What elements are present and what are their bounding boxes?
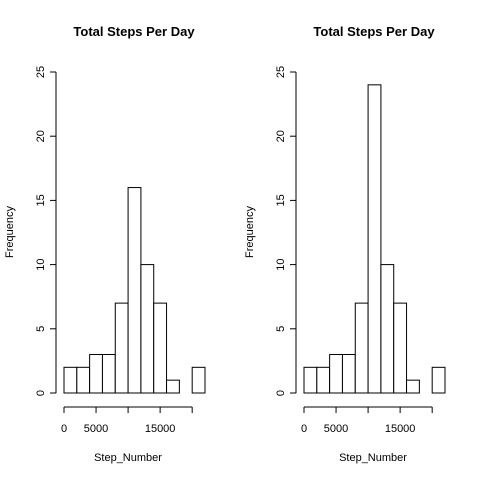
y-ticks: 0 5 10 15 20 25 — [35, 66, 57, 396]
chart-title: Total Steps Per Day — [73, 24, 195, 39]
histogram-bar — [140, 264, 155, 394]
x-tick-label: 5000 — [324, 423, 348, 435]
histogram-bar — [114, 302, 129, 394]
x-tick-label: 0 — [61, 423, 67, 435]
y-tick-label: 25 — [275, 66, 287, 78]
y-tick-label: 15 — [35, 194, 47, 206]
y-axis-label: Frequency — [244, 206, 256, 258]
histogram-bar — [354, 302, 369, 394]
histogram-right: Total Steps Per Day Frequency Step_Numbe… — [244, 24, 446, 464]
y-tick-label: 10 — [35, 258, 47, 270]
histogram-bar — [101, 353, 116, 394]
y-tick-label: 0 — [35, 390, 47, 396]
bars — [303, 84, 446, 394]
histogram-bar — [316, 366, 331, 394]
x-tick-label: 15000 — [385, 423, 416, 435]
histogram-left: Total Steps Per Day Frequency Step_Numbe… — [4, 24, 206, 464]
x-tick-label: 15000 — [145, 423, 176, 435]
y-tick-label: 20 — [35, 130, 47, 142]
histogram-bar — [329, 353, 343, 394]
y-tick-label: 5 — [275, 326, 287, 332]
histogram-bar — [166, 379, 180, 394]
x-tick-label: 5000 — [84, 423, 108, 435]
x-tick-label: 0 — [301, 423, 307, 435]
histogram-bar — [380, 264, 395, 394]
histogram-bar — [127, 187, 142, 394]
y-tick-label: 25 — [35, 66, 47, 78]
y-tick-label: 5 — [35, 326, 47, 332]
histogram-bar — [303, 366, 318, 394]
y-ticks: 0 5 10 15 20 25 — [275, 66, 297, 396]
histogram-bar — [191, 366, 206, 394]
x-ticks: 0 5000 15000 — [61, 406, 193, 435]
histogram-bar — [76, 366, 91, 394]
histogram-bar — [89, 353, 103, 394]
y-tick-label: 0 — [275, 390, 287, 396]
x-ticks: 0 5000 15000 — [301, 406, 433, 435]
y-tick-label: 10 — [275, 258, 287, 270]
y-tick-label: 20 — [275, 130, 287, 142]
histogram-bar — [431, 366, 446, 394]
y-axis-label: Frequency — [4, 206, 16, 258]
x-axis-label: Step_Number — [94, 452, 162, 464]
bars — [63, 187, 206, 394]
histogram-bar — [367, 84, 382, 394]
histogram-bar — [406, 379, 420, 394]
y-tick-label: 15 — [275, 194, 287, 206]
x-axis-label: Step_Number — [339, 452, 407, 464]
histogram-bar — [153, 302, 168, 394]
histogram-bar — [63, 366, 78, 394]
chart-title: Total Steps Per Day — [313, 24, 435, 39]
histogram-bar — [393, 302, 408, 394]
histogram-bar — [341, 353, 356, 394]
